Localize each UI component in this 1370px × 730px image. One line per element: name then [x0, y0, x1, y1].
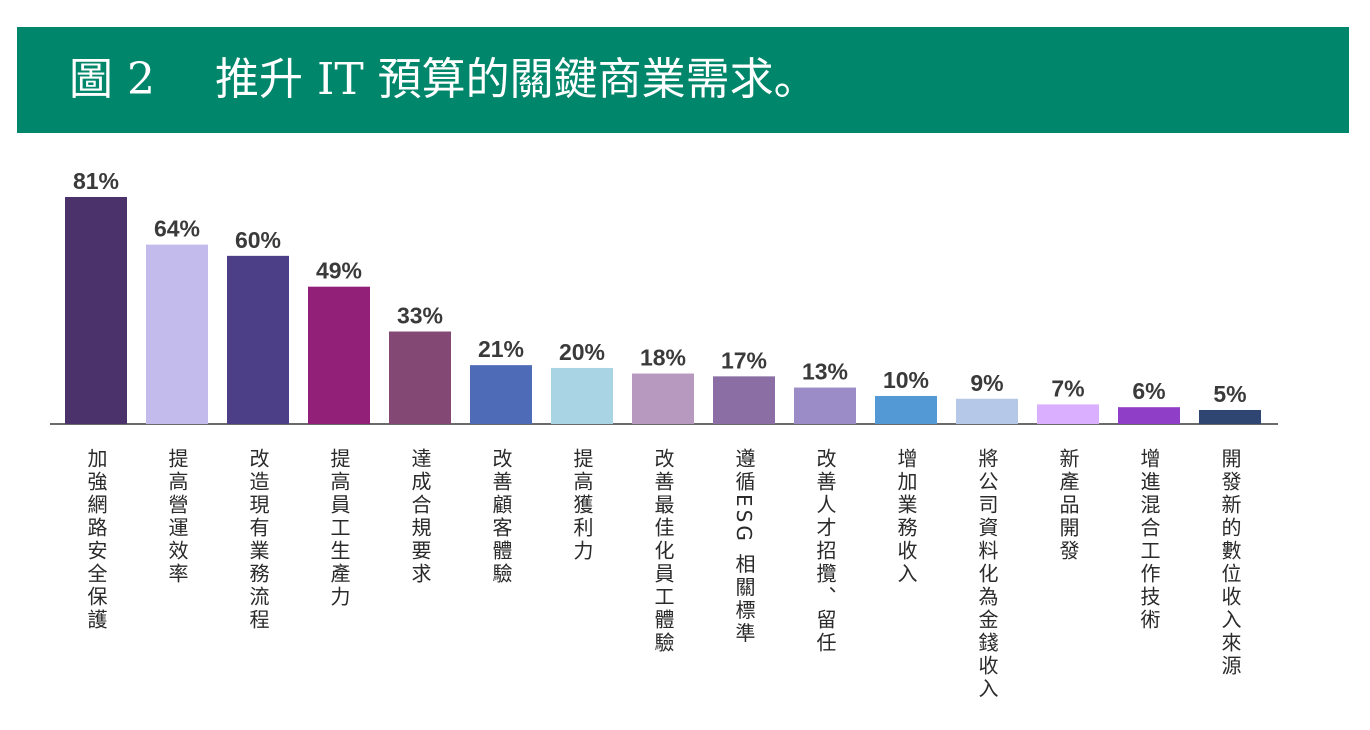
category-label: 改造現有業務流程 [246, 448, 270, 632]
data-label: 5% [1213, 381, 1246, 407]
category-label: 增加業務收入 [894, 448, 918, 586]
bar [227, 255, 289, 424]
bar [1118, 407, 1180, 424]
data-label: 13% [802, 359, 848, 385]
figure-title-text: 推升 IT 預算的關鍵商業需求。 [214, 54, 818, 105]
bar [632, 373, 694, 424]
bar [875, 395, 937, 424]
category-label: 開發新的數位收入來源 [1218, 448, 1242, 678]
header-banner: 圖 2 推升 IT 預算的關鍵商業需求。 [17, 27, 1349, 133]
data-label: 6% [1132, 378, 1165, 404]
data-label: 20% [559, 339, 605, 365]
data-label: 10% [883, 367, 929, 393]
bar [794, 387, 856, 424]
data-label: 7% [1051, 375, 1084, 401]
bar [956, 398, 1018, 424]
category-label: 提高員工生產力 [327, 448, 351, 609]
data-label: 81% [73, 168, 119, 194]
data-label: 60% [235, 227, 281, 253]
bar [713, 376, 775, 424]
data-label: 33% [397, 303, 443, 329]
category-label: 提高營運效率 [165, 448, 189, 586]
data-label: 9% [970, 370, 1003, 396]
data-label: 21% [478, 336, 524, 362]
bar [470, 365, 532, 424]
category-label: 將公司資料化為金錢收入 [975, 448, 999, 701]
category-label: 加強網路安全保護 [84, 448, 108, 632]
figure-title: 圖 2 推升 IT 預算的關鍵商業需求。 [69, 45, 818, 115]
category-label: 遵循ESG 相關標準 [732, 448, 756, 646]
data-label: 18% [640, 345, 686, 371]
bar [146, 244, 208, 424]
bar [1037, 404, 1099, 424]
bar [65, 197, 127, 424]
bar [1199, 409, 1261, 424]
bar [389, 331, 451, 424]
bar [551, 367, 613, 424]
category-label: 提高獲利力 [570, 448, 594, 563]
category-label: 改善顧客體驗 [489, 448, 513, 586]
data-label: 49% [316, 258, 362, 284]
bar [308, 286, 370, 424]
category-label: 達成合規要求 [408, 448, 432, 586]
category-label: 增進混合工作技術 [1137, 448, 1161, 632]
category-label: 改善最佳化員工體驗 [651, 448, 675, 655]
category-label: 改善人才招攬、留任 [813, 448, 837, 655]
figure-number: 圖 2 [69, 54, 155, 105]
category-label: 新產品開發 [1056, 448, 1080, 563]
data-label: 17% [721, 347, 767, 373]
data-label: 64% [154, 216, 200, 242]
